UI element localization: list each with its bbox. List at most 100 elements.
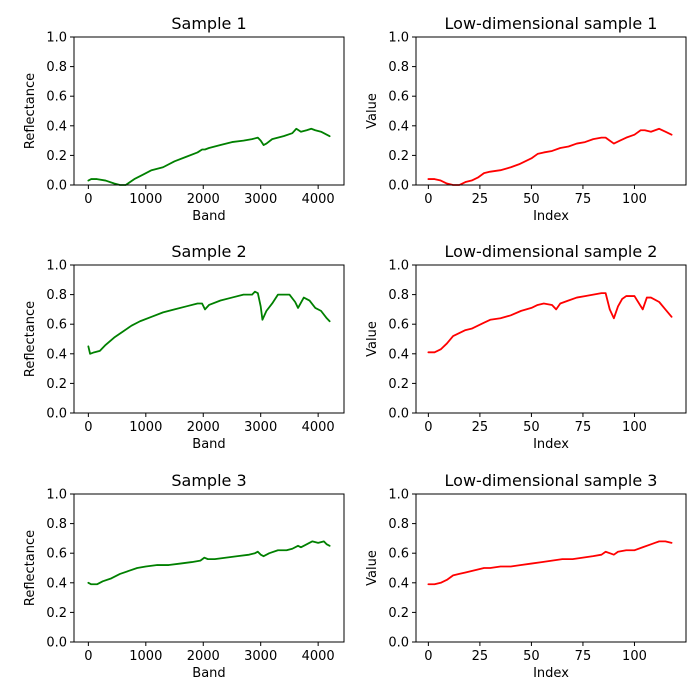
x-tick-label: 1000 <box>129 192 162 207</box>
y-tick-label: 0.2 <box>388 606 409 621</box>
x-tick-label: 0 <box>84 192 92 207</box>
subplot-title: Sample 1 <box>171 14 246 33</box>
y-tick-label: 0.8 <box>388 517 409 532</box>
y-tick-label: 0.0 <box>46 179 67 194</box>
x-tick-label: 0 <box>84 420 92 435</box>
x-tick-label: 0 <box>84 649 92 664</box>
x-tick-label: 3000 <box>244 649 277 664</box>
y-tick-label: 0.8 <box>388 288 409 303</box>
x-tick-label: 75 <box>575 420 592 435</box>
x-tick-label: 0 <box>424 420 432 435</box>
x-axis-label: Index <box>533 209 569 224</box>
y-tick-label: 0.6 <box>388 318 409 333</box>
axes-frame <box>415 264 687 414</box>
x-tick-label: 50 <box>523 192 540 207</box>
y-tick-label: 0.0 <box>46 636 67 651</box>
axes-frame <box>73 493 345 643</box>
y-tick-label: 0.6 <box>46 547 67 562</box>
axes-frame <box>73 264 345 414</box>
axes-frame <box>73 36 345 186</box>
x-tick-label: 75 <box>575 649 592 664</box>
series-line <box>87 127 331 186</box>
x-tick-label: 4000 <box>302 420 335 435</box>
y-tick-label: 0.4 <box>388 576 409 591</box>
y-tick-label: 0.0 <box>46 407 67 422</box>
y-tick-label: 0.0 <box>388 636 409 651</box>
y-tick-label: 0.8 <box>46 60 67 75</box>
y-tick-label: 0.4 <box>46 576 67 591</box>
y-tick-label: 0.6 <box>46 318 67 333</box>
x-tick-label: 25 <box>472 192 489 207</box>
y-tick-label: 0.4 <box>46 347 67 362</box>
y-tick-label: 1.0 <box>46 31 67 46</box>
x-tick-label: 1000 <box>129 649 162 664</box>
y-tick-label: 0.4 <box>46 119 67 134</box>
subplot-title: Low-dimensional sample 1 <box>445 14 658 33</box>
y-tick-label: 1.0 <box>46 488 67 503</box>
y-tick-label: 0.8 <box>388 60 409 75</box>
y-tick-label: 1.0 <box>388 31 409 46</box>
x-tick-label: 100 <box>622 192 647 207</box>
x-tick-label: 100 <box>622 649 647 664</box>
x-tick-label: 3000 <box>244 192 277 207</box>
subplot-title: Low-dimensional sample 2 <box>445 242 658 261</box>
y-axis-label: Reflectance <box>23 301 38 377</box>
x-tick-label: 0 <box>424 192 432 207</box>
y-tick-label: 0.4 <box>388 119 409 134</box>
x-axis-label: Index <box>533 437 569 452</box>
y-tick-label: 1.0 <box>388 259 409 274</box>
subplot-1: 0 1000 2000 3000 4000 0.0 0.2 0.4 0.6 0.8 1.0 Sampl… <box>23 14 345 224</box>
series-line <box>87 290 331 355</box>
x-tick-label: 0 <box>424 649 432 664</box>
y-tick-label: 0.4 <box>388 347 409 362</box>
series-line <box>427 292 673 354</box>
y-tick-label: 0.2 <box>46 377 67 392</box>
x-tick-label: 25 <box>472 420 489 435</box>
y-tick-label: 0.8 <box>46 517 67 532</box>
x-tick-label: 50 <box>523 649 540 664</box>
y-axis-label: Value <box>365 321 380 357</box>
x-axis-label: Band <box>192 209 225 224</box>
axes-frame <box>415 36 687 186</box>
subplot-title: Sample 2 <box>171 242 246 261</box>
x-tick-label: 50 <box>523 420 540 435</box>
x-tick-label: 25 <box>472 649 489 664</box>
subplot-5: 0 1000 2000 3000 4000 0.0 0.2 0.4 0.6 0.8 1.0 Sampl… <box>23 471 345 681</box>
series-line <box>427 540 673 586</box>
x-tick-label: 75 <box>575 192 592 207</box>
subplot-4: 0 25 50 75 100 0.0 0.2 0.4 0.6 0.8 1.0 Low-dimensio… <box>365 242 687 452</box>
x-tick-label: 100 <box>622 420 647 435</box>
y-tick-label: 0.2 <box>388 149 409 164</box>
x-axis-label: Band <box>192 437 225 452</box>
y-tick-label: 0.6 <box>46 90 67 105</box>
y-axis-label: Reflectance <box>23 73 38 149</box>
y-tick-label: 1.0 <box>388 488 409 503</box>
x-tick-label: 3000 <box>244 420 277 435</box>
series-line <box>87 540 331 586</box>
x-tick-label: 4000 <box>302 192 335 207</box>
y-tick-label: 1.0 <box>46 259 67 274</box>
x-tick-label: 2000 <box>187 192 220 207</box>
x-tick-label: 4000 <box>302 649 335 664</box>
x-axis-label: Index <box>533 666 569 681</box>
x-tick-label: 2000 <box>187 649 220 664</box>
x-tick-label: 2000 <box>187 420 220 435</box>
x-tick-label: 1000 <box>129 420 162 435</box>
y-axis-label: Reflectance <box>23 530 38 606</box>
y-tick-label: 0.8 <box>46 288 67 303</box>
y-tick-label: 0.0 <box>388 179 409 194</box>
y-axis-label: Value <box>365 550 380 586</box>
subplot-6: 0 25 50 75 100 0.0 0.2 0.4 0.6 0.8 1.0 Low-dimensio… <box>365 471 687 681</box>
y-axis-label: Value <box>365 93 380 129</box>
subplot-2: 0 25 50 75 100 0.0 0.2 0.4 0.6 0.8 1.0 Low-dimensio… <box>365 14 687 224</box>
y-tick-label: 0.2 <box>388 377 409 392</box>
y-tick-label: 0.0 <box>388 407 409 422</box>
y-tick-label: 0.6 <box>388 90 409 105</box>
series-line <box>427 127 673 186</box>
subplot-3: 0 1000 2000 3000 4000 0.0 0.2 0.4 0.6 0.8 1.0 Sampl… <box>23 242 345 452</box>
y-tick-label: 0.2 <box>46 606 67 621</box>
axes-frame <box>415 493 687 643</box>
y-tick-label: 0.6 <box>388 547 409 562</box>
subplot-title: Sample 3 <box>171 471 246 490</box>
